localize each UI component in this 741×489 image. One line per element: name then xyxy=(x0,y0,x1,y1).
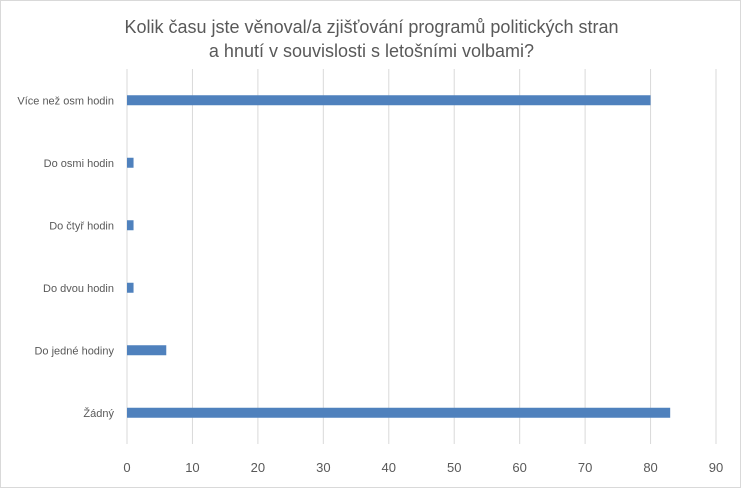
bars xyxy=(127,95,671,418)
bar xyxy=(127,95,651,106)
x-tick-label: 20 xyxy=(251,460,265,475)
x-tick-label: 80 xyxy=(643,460,657,475)
chart-title-line-1: Kolik času jste věnoval/a zjišťování pro… xyxy=(124,17,619,37)
x-tick-label: 70 xyxy=(578,460,592,475)
x-tick-label: 40 xyxy=(382,460,396,475)
category-labels: Více než osm hodin Do osmi hodin Do čtyř h… xyxy=(17,95,114,420)
category-label: Do dvou hodin xyxy=(43,283,114,295)
grid-lines xyxy=(126,69,717,444)
category-label: Žádný xyxy=(83,407,114,420)
x-tick-label: 10 xyxy=(185,460,199,475)
category-label: Do čtyř hodin xyxy=(49,220,114,232)
category-label: Více než osm hodin xyxy=(17,95,114,107)
x-tick-labels: 0 10 20 30 40 50 60 70 80 90 xyxy=(123,460,723,475)
bar xyxy=(127,282,134,293)
category-label: Do osmi hodin xyxy=(44,158,114,170)
x-tick-label: 0 xyxy=(123,460,130,475)
x-tick-label: 90 xyxy=(709,460,723,475)
x-tick-label: 50 xyxy=(447,460,461,475)
x-tick-label: 30 xyxy=(316,460,330,475)
category-label: Do jedné hodiny xyxy=(34,345,114,357)
bar xyxy=(127,407,671,418)
x-tick-label: 60 xyxy=(512,460,526,475)
bar xyxy=(127,220,134,231)
chart-title: Kolik času jste věnoval/a zjišťování pro… xyxy=(1,15,741,63)
bar xyxy=(127,345,167,356)
bar xyxy=(127,157,134,168)
chart-title-line-2: a hnutí v souvislosti s letošními volbam… xyxy=(208,41,535,61)
